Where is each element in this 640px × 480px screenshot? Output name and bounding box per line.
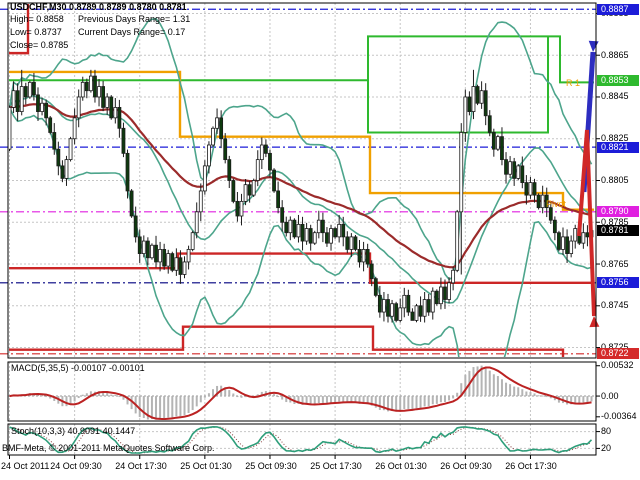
price-badge: 0.8887 xyxy=(597,4,639,15)
price-axis-label: 0.8745 xyxy=(601,300,629,310)
time-axis-label: 26 Oct 09:30 xyxy=(440,461,492,471)
macd-indicator-label: MACD(5,35,5) -0.00107 -0.00101 xyxy=(11,363,145,373)
time-axis-label: 25 Oct 01:30 xyxy=(180,461,232,471)
chart-annotation: Pivot xyxy=(546,199,567,209)
chart-symbol-title: USDCHF,M30 0.8789 0.8789 0.8780 0.8781 xyxy=(10,2,187,12)
info-day-close: Close= 0.8785 xyxy=(10,40,69,50)
price-badge: 0.8781 xyxy=(597,225,639,236)
price-axis-label: 0.8805 xyxy=(601,175,629,185)
price-badge: 0.8821 xyxy=(597,142,639,153)
price-badge: 0.8756 xyxy=(597,277,639,288)
price-badge: 0.8722 xyxy=(597,348,639,359)
copyright-text: BMF-Meta, © 2001-2011 MetaQuotes Softwar… xyxy=(2,443,215,453)
price-axis-label: 0.8785 xyxy=(601,217,629,227)
price-badge: 0.8790 xyxy=(597,206,639,217)
time-axis-label: 25 Oct 17:30 xyxy=(310,461,362,471)
stoch-axis-label: 80 xyxy=(601,426,612,436)
time-axis-label: 26 Oct 17:30 xyxy=(505,461,557,471)
price-axis-label: 0.8845 xyxy=(601,91,629,101)
time-axis-label: 25 Oct 09:30 xyxy=(245,461,297,471)
price-axis-label: 0.8765 xyxy=(601,259,629,269)
price-axis-label: 0.8865 xyxy=(601,50,629,60)
info-prev-range: Previous Days Range= 1.31 xyxy=(78,14,191,24)
info-curr-range: Current Days Range= 0.17 xyxy=(78,27,186,37)
price-axis-label: 0.8825 xyxy=(601,133,629,143)
info-day-low: Low= 0.8737 xyxy=(10,27,62,37)
time-axis-label: 24 Oct 2011 xyxy=(1,461,50,471)
macd-axis-label: -0.00364 xyxy=(601,411,637,421)
price-axis-label: 0.8725 xyxy=(601,342,629,352)
time-axis-label: 24 Oct 09:30 xyxy=(50,461,102,471)
time-axis-label: 26 Oct 01:30 xyxy=(375,461,427,471)
stoch-axis-label: 20 xyxy=(601,443,612,453)
macd-axis-label: 0.00532 xyxy=(601,360,634,370)
info-day-high: High= 0.8858 xyxy=(10,14,64,24)
stoch-indicator-label: Stoch(10,3,3) 40.9091 40.1447 xyxy=(11,426,136,436)
time-axis-label: 24 Oct 17:30 xyxy=(115,461,167,471)
price-badge: 0.8853 xyxy=(597,75,639,86)
chart-annotation: R 1 xyxy=(566,78,581,88)
macd-axis-label: 0.00 xyxy=(601,391,619,401)
